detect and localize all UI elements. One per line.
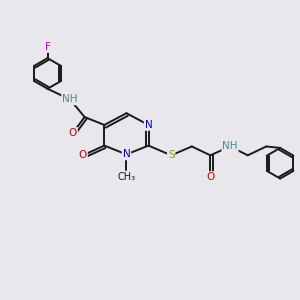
Text: O: O xyxy=(79,150,87,160)
Text: S: S xyxy=(168,150,175,160)
Text: NH: NH xyxy=(62,94,78,104)
Text: NH: NH xyxy=(222,142,238,152)
Text: N: N xyxy=(145,120,152,130)
Text: O: O xyxy=(69,128,77,138)
Text: CH₃: CH₃ xyxy=(117,172,136,182)
Text: F: F xyxy=(45,42,50,52)
Text: O: O xyxy=(206,172,214,182)
Text: N: N xyxy=(123,149,130,159)
